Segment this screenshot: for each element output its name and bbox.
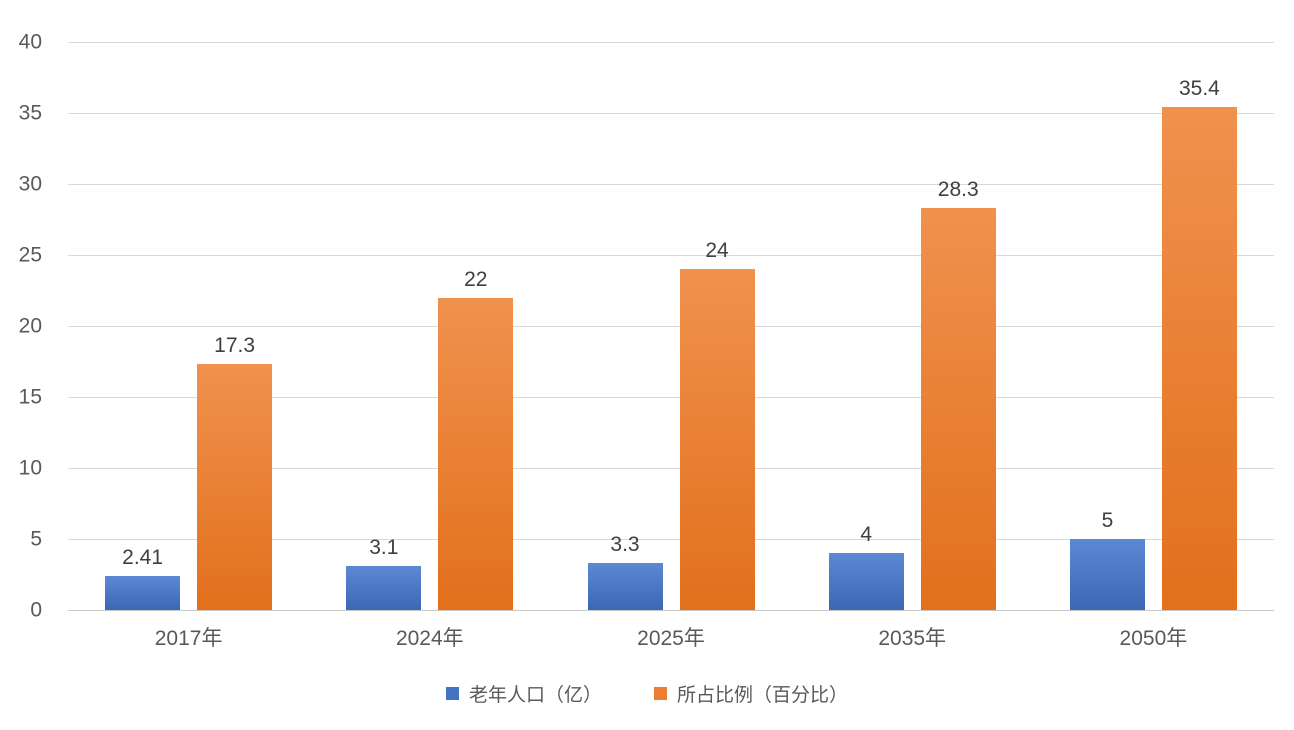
- x-tick-label-2025年: 2025年: [637, 627, 705, 650]
- legend-label-elderly-population: 老年人口（亿）: [468, 685, 602, 706]
- y-tick-label: 35: [18, 101, 42, 125]
- gridline: [68, 41, 1274, 43]
- gridline: [68, 396, 1274, 398]
- data-label: 2.41: [122, 545, 164, 569]
- gridline: [68, 254, 1274, 256]
- gridline: [68, 112, 1274, 114]
- gridline: [68, 467, 1274, 469]
- x-tick-label-2035年: 2035年: [878, 627, 947, 650]
- bar-group-2035年: 4 28.3: [792, 42, 1033, 610]
- legend-swatch-blue: [445, 687, 459, 700]
- legend-item-elderly-population: 老年人口（亿）: [445, 680, 602, 707]
- bar-所占比例（百分比）-2017年: 17.3: [197, 334, 273, 610]
- x-axis-line: [68, 609, 1274, 611]
- x-tick-label-2017年: 2017年: [154, 627, 223, 650]
- y-tick-label: 0: [30, 598, 42, 622]
- x-tick-label-2050年: 2050年: [1119, 627, 1188, 650]
- data-label: 28.3: [937, 178, 979, 202]
- bar-老年人口（亿）-2050年: 5: [1069, 509, 1145, 610]
- data-label: 24: [705, 239, 729, 263]
- data-label: 17.3: [214, 334, 256, 358]
- y-tick-label: 5: [30, 527, 42, 551]
- bar-所占比例（百分比）-2035年: 28.3: [920, 178, 996, 610]
- bar-所占比例（百分比）-2050年: 35.4: [1161, 77, 1237, 610]
- bar-所占比例（百分比）-2025年: 24: [679, 239, 755, 610]
- bar-老年人口（亿）-2017年: 2.41: [105, 546, 181, 610]
- bar-group-2017年: 2.41 17.3: [68, 42, 309, 610]
- bar-groups: 2.41 17.3 3.1 22 3.3 24 4 28.3 5 35.4: [68, 42, 1274, 610]
- x-tick-label-2024年: 2024年: [395, 627, 464, 650]
- plot-area: 2.41 17.3 3.1 22 3.3 24 4 28.3 5 35.4: [68, 41, 1274, 611]
- bar-所占比例（百分比）-2024年: 22: [438, 268, 514, 610]
- y-tick-label: 15: [18, 385, 42, 409]
- y-tick-label: 40: [18, 30, 42, 54]
- y-axis-tick-labels: 0 5 10 15 20 25 30 35 40: [0, 32, 50, 621]
- data-label: 22: [464, 267, 488, 291]
- gridline: [68, 183, 1274, 185]
- y-tick-label: 25: [18, 243, 42, 267]
- bar-老年人口（亿）-2024年: 3.1: [346, 536, 422, 610]
- y-tick-label: 30: [18, 172, 42, 196]
- legend-swatch-orange: [654, 687, 667, 700]
- data-label: 5: [1101, 509, 1114, 532]
- data-label: 4: [860, 523, 873, 547]
- gridline: [68, 325, 1274, 327]
- data-label: 35.4: [1178, 77, 1220, 101]
- gridline: [68, 538, 1274, 540]
- bar-group-2025年: 3.3 24: [550, 42, 791, 610]
- y-tick-label: 10: [18, 456, 42, 480]
- legend: 老年人口（亿） 所占比例（百分比）: [0, 680, 1294, 707]
- bar-老年人口（亿）-2035年: 4: [828, 523, 904, 610]
- legend-label-percentage: 所占比例（百分比）: [677, 685, 849, 706]
- bar-老年人口（亿）-2025年: 3.3: [587, 533, 663, 610]
- legend-item-percentage: 所占比例（百分比）: [654, 680, 848, 707]
- y-tick-label: 20: [18, 314, 42, 338]
- bar-group-2024年: 3.1 22: [309, 42, 550, 610]
- x-axis-tick-labels: 2017年 2024年 2025年 2035年 2050年: [68, 622, 1274, 652]
- bar-group-2050年: 5 35.4: [1033, 42, 1274, 610]
- data-label: 3.1: [369, 535, 399, 559]
- data-label: 3.3: [610, 533, 640, 557]
